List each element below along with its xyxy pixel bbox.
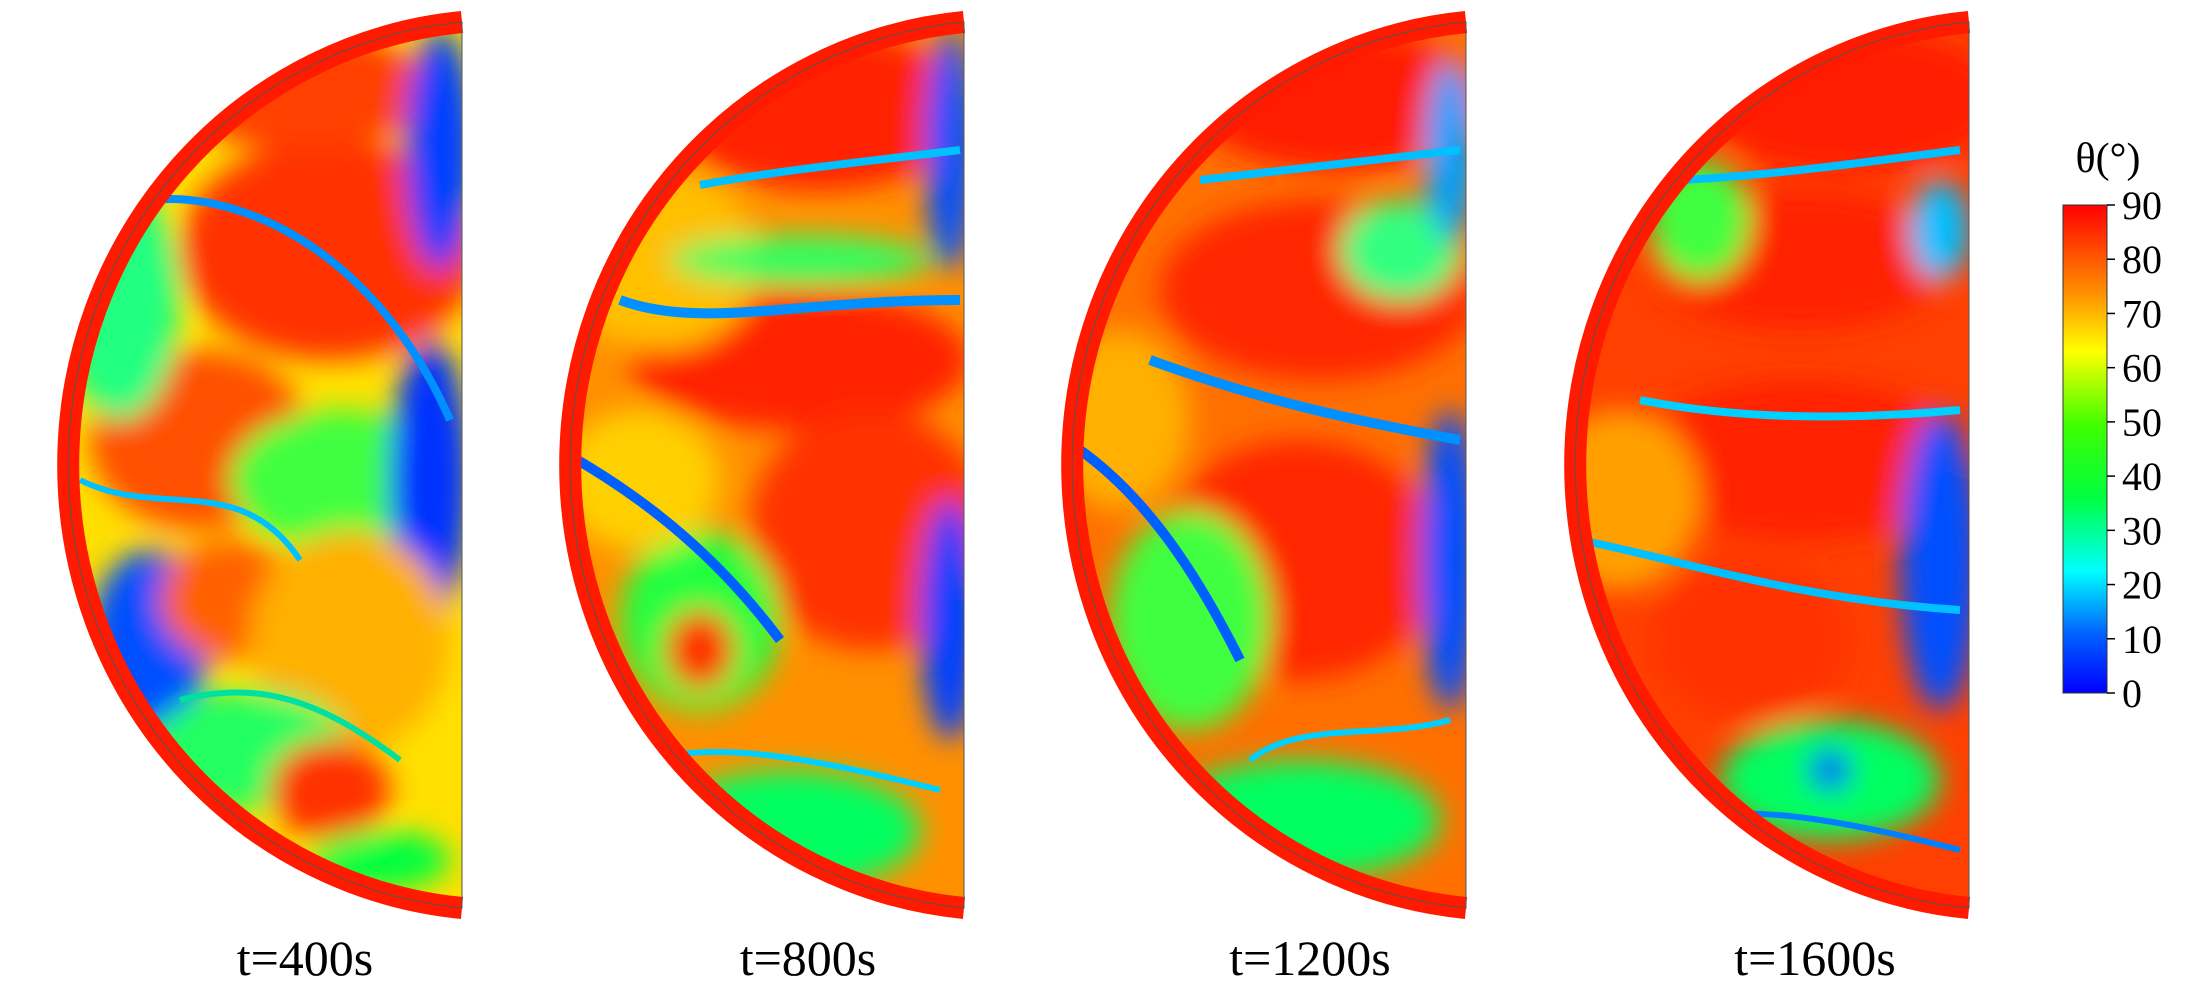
colorbar-gradient: [2062, 204, 2108, 694]
colorbar-tick-label: 0: [2122, 671, 2142, 716]
colorbar-tick-label: 20: [2122, 563, 2162, 608]
colorbar-tick-label: 50: [2122, 400, 2162, 445]
contour-panel-1: [57, 11, 464, 919]
contour-panel-3: [1061, 11, 1468, 919]
colorbar-tick-label: 80: [2122, 237, 2162, 282]
colorbar-tick-label: 30: [2122, 508, 2162, 553]
colorbar: θ(°) 90 80 70 60 50 40 30 20 10 0: [2062, 136, 2162, 716]
panel-label-4: t=1600s: [1734, 930, 1896, 986]
contour-panel-2: [559, 11, 966, 919]
colorbar-tick-label: 60: [2122, 346, 2162, 391]
colorbar-tick-label: 90: [2122, 183, 2162, 228]
panel-label-3: t=1200s: [1229, 930, 1391, 986]
contour-panel-4: [1564, 11, 1971, 919]
colorbar-ticks: 90 80 70 60 50 40 30 20 10 0: [2107, 183, 2162, 716]
panel-label-2: t=800s: [740, 930, 877, 986]
colorbar-title: θ(°): [2076, 136, 2141, 182]
panel-label-1: t=400s: [237, 930, 374, 986]
colorbar-tick-label: 70: [2122, 291, 2162, 336]
colorbar-tick-label: 10: [2122, 617, 2162, 662]
colorbar-tick-label: 40: [2122, 454, 2162, 499]
